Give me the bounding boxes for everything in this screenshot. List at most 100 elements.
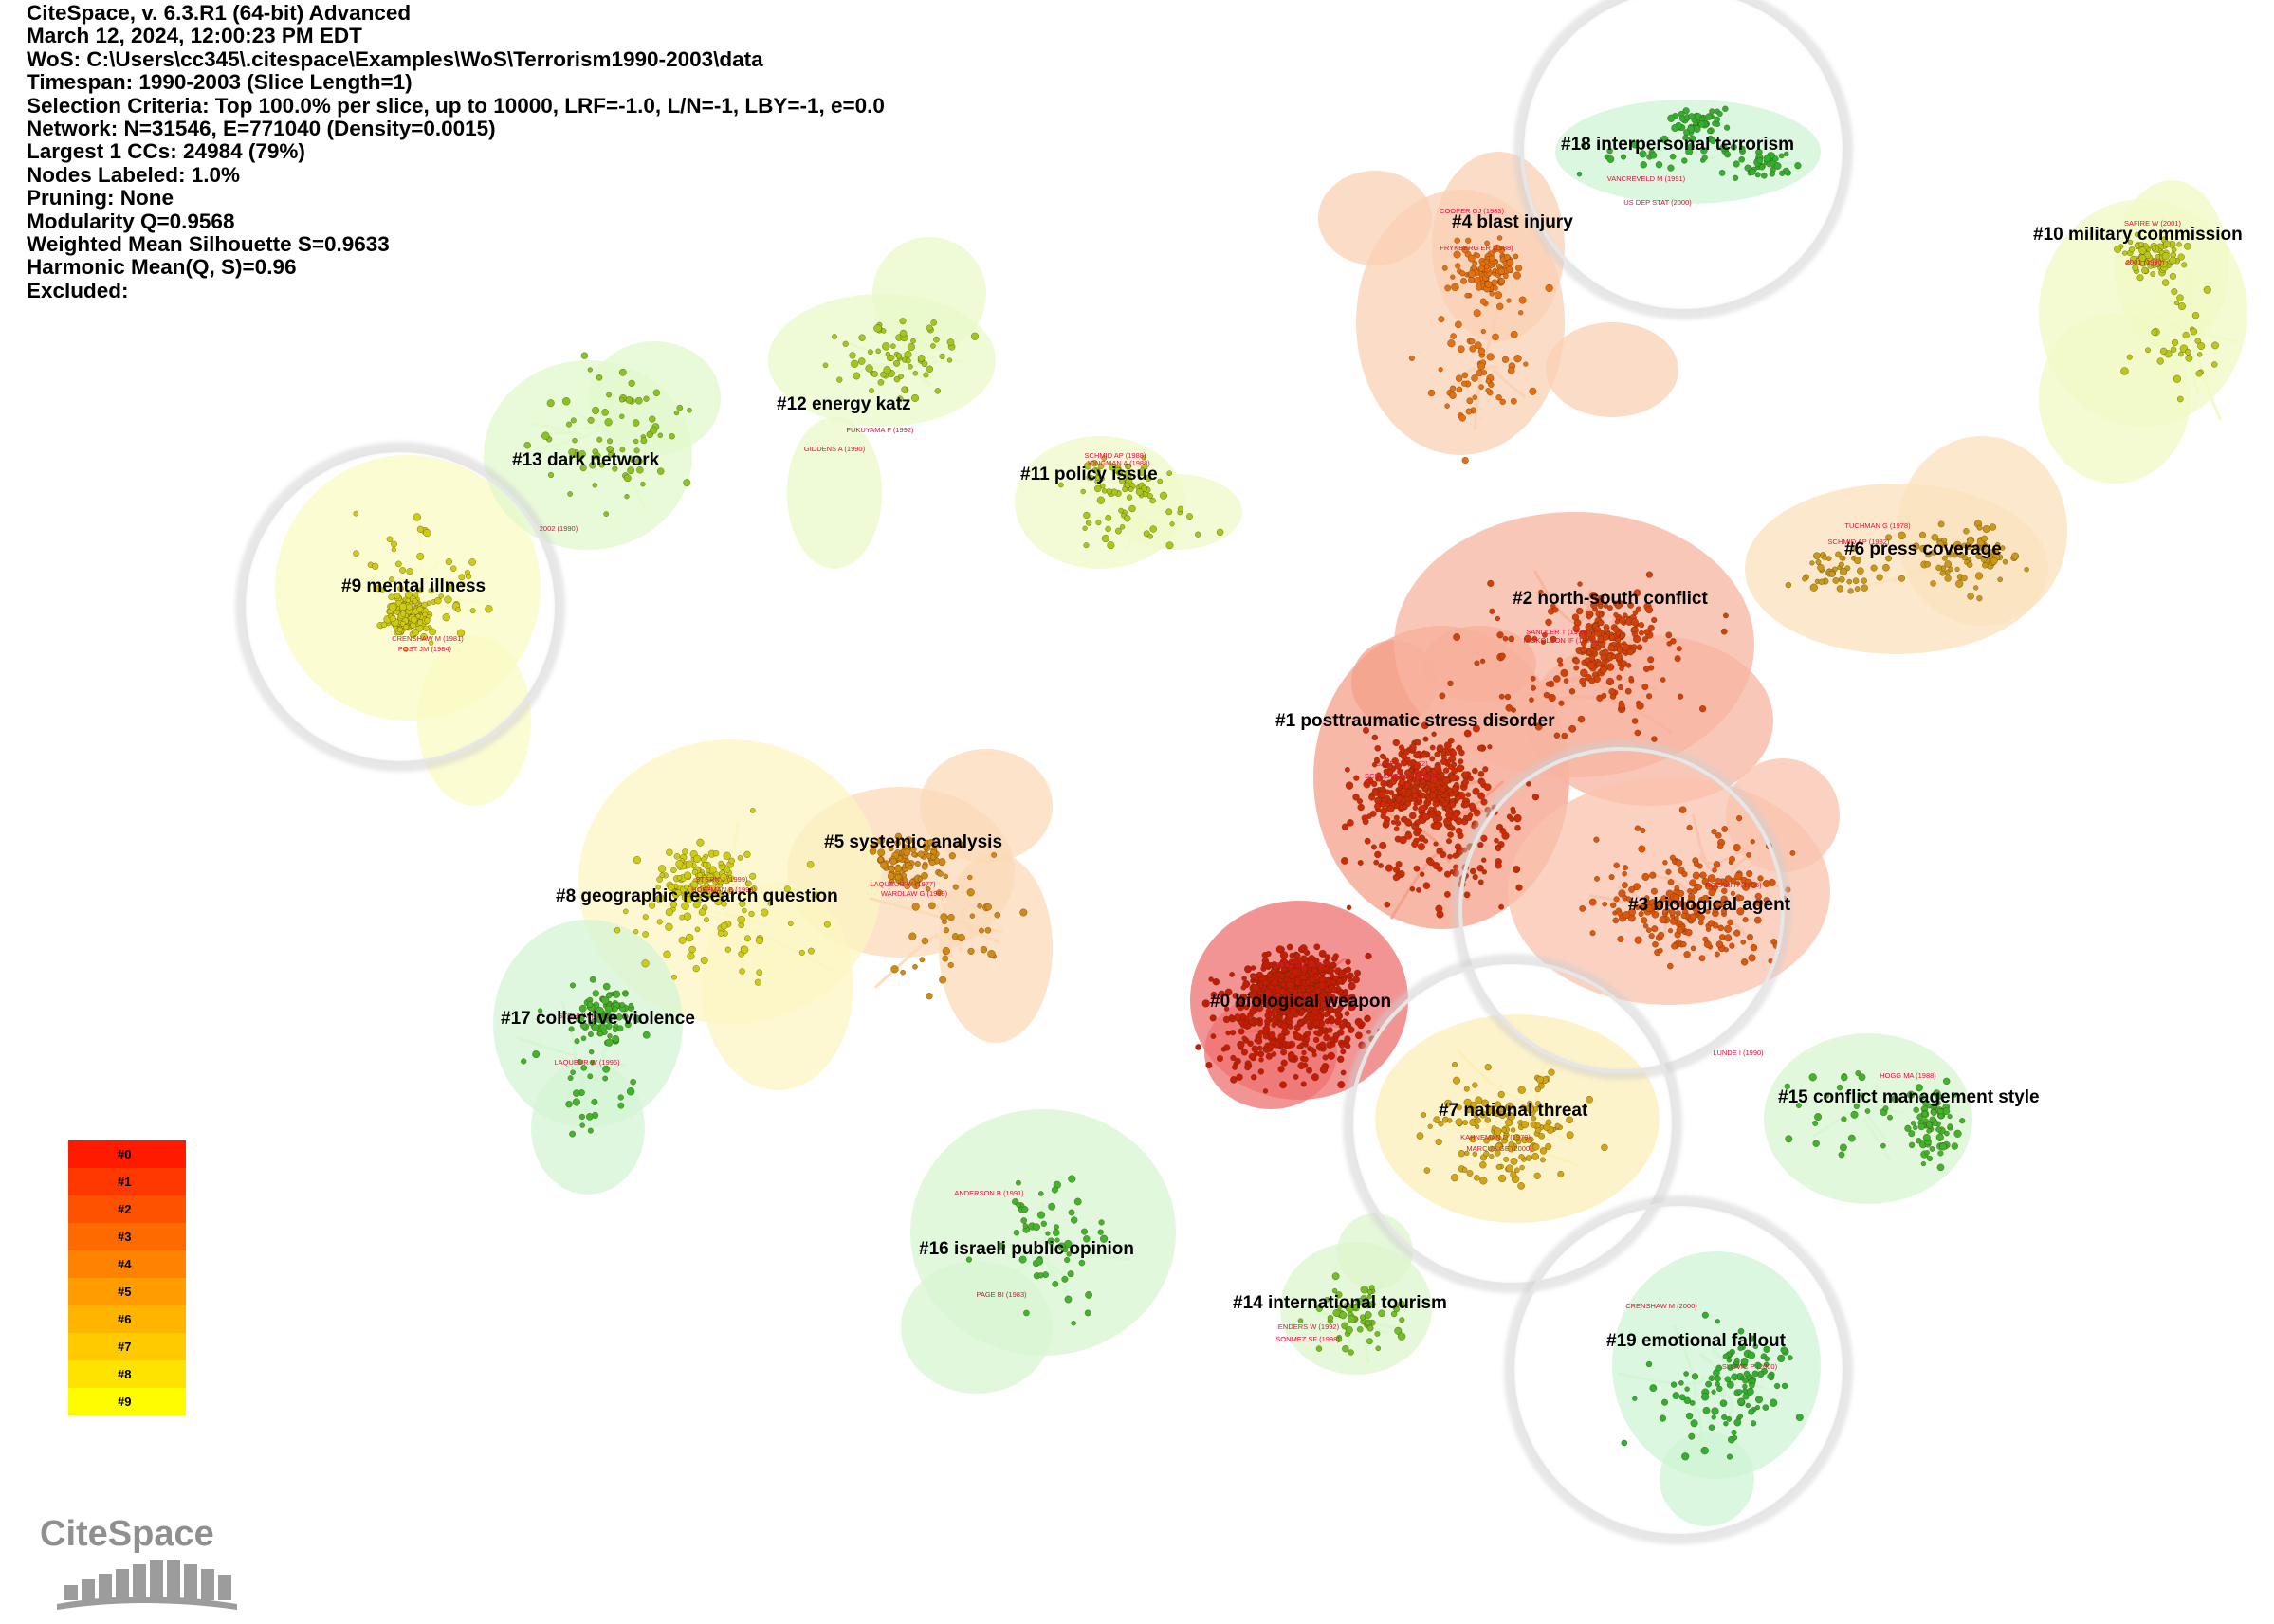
c2-node: [1594, 626, 1601, 632]
c6-node: [1948, 566, 1954, 573]
c19-node: [1702, 1406, 1711, 1414]
c0-node: [1257, 1068, 1265, 1075]
c6-node: [1809, 560, 1815, 566]
c10-node: [2196, 352, 2203, 357]
c5-node: [930, 854, 937, 861]
c6-node: [1976, 524, 1983, 531]
c6-edge: [1906, 522, 1963, 545]
info-line: Selection Criteria: Top 100.0% per slice…: [27, 93, 885, 118]
c15-node: [1959, 1118, 1966, 1124]
c8-edge: [731, 821, 758, 893]
c14-edge: [1364, 1327, 1388, 1364]
info-line: Harmonic Mean(Q, S)=0.96: [27, 255, 297, 280]
c10-node: [2177, 253, 2185, 261]
c2-node: [1447, 680, 1454, 687]
c6-node: [1924, 561, 1932, 568]
c16-edge: [1041, 1200, 1054, 1280]
c16-node: [1052, 1280, 1059, 1287]
c12-node: [923, 372, 929, 378]
c5-node: [894, 865, 902, 872]
c10-node: [2211, 341, 2219, 350]
c8-node: [756, 969, 763, 976]
c5-label: #5 systemic analysis: [824, 832, 1002, 852]
c0-node: [1262, 960, 1271, 969]
c19-node: [1701, 1311, 1709, 1319]
c19-node: [1751, 1370, 1759, 1378]
c12-node: [867, 349, 873, 356]
c0-node: [1311, 1073, 1319, 1082]
c4-node: [1449, 392, 1457, 399]
c16-label: #16 israeli public opinion: [919, 1239, 1134, 1259]
c0-node: [1230, 1054, 1237, 1062]
c3-node: [1613, 862, 1620, 869]
c8-node: [633, 855, 642, 865]
c3-node: [1715, 940, 1724, 948]
c1-node: [1513, 814, 1522, 823]
info-line: Pruning: None: [27, 186, 174, 210]
c3-node: [1727, 919, 1733, 926]
c0-node: [1247, 1040, 1254, 1048]
c16-node: [1080, 1228, 1089, 1235]
c1-node: [1477, 879, 1484, 885]
c4-node: [1456, 386, 1463, 393]
c8-node: [743, 850, 751, 858]
c4-node: [1451, 283, 1459, 292]
c0-node: [1297, 1062, 1306, 1070]
c9-node: [406, 568, 413, 575]
c1-node: [1482, 766, 1489, 773]
c8-node: [698, 908, 706, 916]
c4-node: [1455, 320, 1462, 329]
c17-node: [579, 1122, 585, 1128]
c7-node: [1548, 1068, 1555, 1076]
c2-node: [1631, 718, 1639, 724]
c1-node: [1477, 792, 1486, 800]
c10-node: [2128, 246, 2136, 253]
c4-node: [1494, 291, 1503, 300]
c12-node: [946, 338, 955, 346]
c17-node: [587, 1127, 594, 1134]
c3-node: [1713, 861, 1721, 868]
c13-node: [652, 389, 661, 397]
c13-node: [604, 418, 613, 427]
c19-node: [1719, 1399, 1728, 1408]
c4-node: [1460, 277, 1467, 284]
c17-node: [605, 992, 613, 999]
c6-node: [1839, 555, 1844, 561]
c1-node: [1415, 828, 1422, 835]
c17-node: [617, 1102, 625, 1109]
cluster-nodes: [353, 105, 2219, 1461]
c5-node: [919, 957, 926, 963]
c12-node: [832, 334, 837, 340]
c4-node: [1474, 341, 1482, 350]
c15-node: [1917, 1122, 1926, 1131]
c8-node: [743, 935, 751, 942]
c7-node: [1536, 1075, 1545, 1084]
c8-node: [666, 848, 673, 856]
c8-node: [704, 917, 709, 923]
c0-node: [1285, 1018, 1293, 1026]
author-label: WARDLAW G (1989): [881, 889, 948, 898]
c11-node: [1157, 478, 1164, 484]
legend-label: #6: [118, 1312, 131, 1326]
c14-node: [1356, 1325, 1364, 1333]
c3-node: [1789, 849, 1796, 856]
c12-node: [910, 338, 916, 344]
c3-node: [1622, 870, 1627, 877]
c2-node: [1543, 691, 1550, 699]
c2-node: [1608, 634, 1616, 641]
c0-node: [1280, 1049, 1288, 1056]
c6-node: [1898, 575, 1906, 582]
c18-node: [1655, 160, 1663, 169]
c12-node: [934, 388, 942, 394]
c2-edge: [1512, 678, 1607, 704]
c0-node: [1348, 981, 1356, 991]
c19-node: [1748, 1351, 1756, 1359]
c5-node: [984, 926, 992, 934]
c15-edge: [1862, 1118, 1892, 1161]
c9-node: [395, 560, 402, 568]
c6-node: [1836, 585, 1844, 593]
c3-node: [1621, 882, 1628, 889]
c12-node: [930, 343, 936, 349]
c3-node: [1658, 931, 1665, 939]
logo-bar: [116, 1569, 129, 1600]
